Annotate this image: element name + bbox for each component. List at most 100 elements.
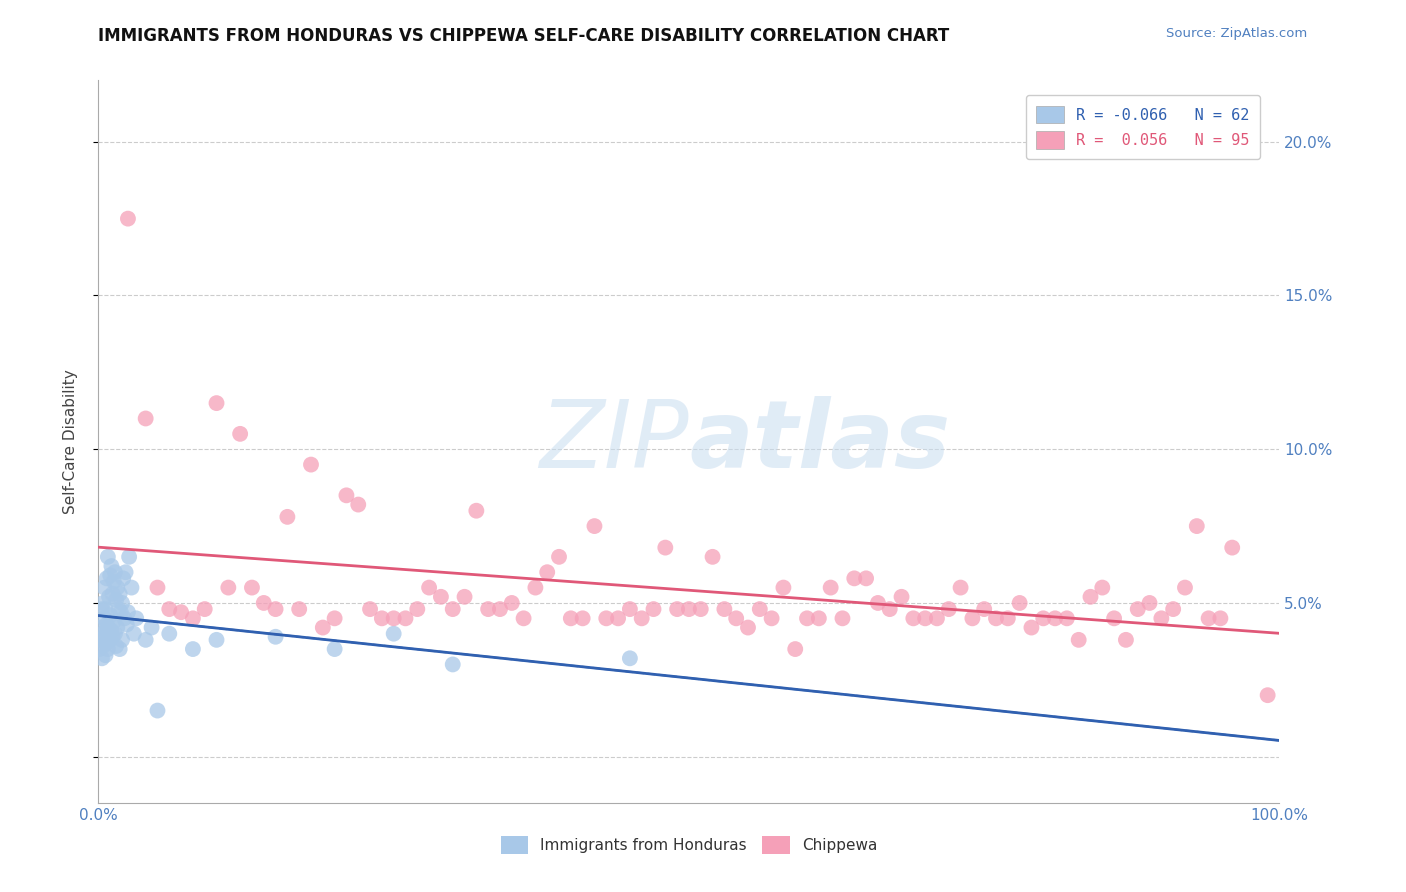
Point bbox=[101, 587, 124, 601]
Point bbox=[253, 596, 276, 610]
Point bbox=[1209, 611, 1232, 625]
Point bbox=[796, 611, 818, 625]
Point bbox=[205, 632, 228, 647]
Point bbox=[264, 602, 287, 616]
Point bbox=[1185, 519, 1208, 533]
Point bbox=[1161, 602, 1184, 616]
Point bbox=[323, 642, 346, 657]
Point bbox=[1174, 581, 1197, 595]
Point bbox=[105, 639, 128, 653]
Point bbox=[96, 617, 118, 632]
Point bbox=[157, 602, 180, 616]
Point bbox=[288, 602, 311, 616]
Point bbox=[108, 642, 131, 657]
Point bbox=[97, 621, 120, 635]
Point bbox=[323, 611, 346, 625]
Point bbox=[276, 509, 298, 524]
Point bbox=[1056, 611, 1078, 625]
Point bbox=[240, 581, 263, 595]
Point bbox=[737, 621, 759, 635]
Point bbox=[831, 611, 853, 625]
Point bbox=[713, 602, 735, 616]
Point bbox=[96, 636, 118, 650]
Point bbox=[465, 504, 488, 518]
Point bbox=[406, 602, 429, 616]
Point bbox=[111, 632, 134, 647]
Point bbox=[807, 611, 830, 625]
Point bbox=[619, 602, 641, 616]
Point bbox=[984, 611, 1007, 625]
Point bbox=[96, 571, 118, 585]
Point bbox=[844, 571, 866, 585]
Point bbox=[170, 605, 193, 619]
Point bbox=[583, 519, 606, 533]
Point bbox=[312, 621, 335, 635]
Point bbox=[595, 611, 617, 625]
Point bbox=[630, 611, 652, 625]
Point bbox=[453, 590, 475, 604]
Point bbox=[903, 611, 925, 625]
Point bbox=[114, 565, 136, 579]
Point bbox=[90, 632, 112, 647]
Point bbox=[938, 602, 960, 616]
Point bbox=[93, 611, 115, 625]
Point bbox=[112, 611, 135, 625]
Point bbox=[678, 602, 700, 616]
Point bbox=[100, 559, 122, 574]
Point bbox=[761, 611, 783, 625]
Point bbox=[105, 593, 128, 607]
Point bbox=[108, 587, 131, 601]
Point bbox=[91, 596, 114, 610]
Point bbox=[1257, 688, 1279, 702]
Point bbox=[702, 549, 724, 564]
Point bbox=[1032, 611, 1054, 625]
Point bbox=[93, 581, 115, 595]
Point bbox=[441, 657, 464, 672]
Point bbox=[146, 581, 169, 595]
Text: Source: ZipAtlas.com: Source: ZipAtlas.com bbox=[1167, 27, 1308, 40]
Point bbox=[89, 642, 111, 657]
Point bbox=[382, 626, 405, 640]
Point bbox=[997, 611, 1019, 625]
Point bbox=[98, 568, 121, 582]
Point bbox=[371, 611, 394, 625]
Point bbox=[619, 651, 641, 665]
Point bbox=[1150, 611, 1173, 625]
Point bbox=[157, 626, 180, 640]
Point bbox=[820, 581, 842, 595]
Point bbox=[890, 590, 912, 604]
Point bbox=[115, 617, 138, 632]
Point bbox=[217, 581, 239, 595]
Point bbox=[772, 581, 794, 595]
Point bbox=[430, 590, 453, 604]
Point bbox=[914, 611, 936, 625]
Point bbox=[104, 565, 127, 579]
Point bbox=[1008, 596, 1031, 610]
Point bbox=[1067, 632, 1090, 647]
Point bbox=[103, 615, 125, 629]
Point bbox=[104, 626, 127, 640]
Point bbox=[121, 581, 143, 595]
Point bbox=[973, 602, 995, 616]
Point bbox=[879, 602, 901, 616]
Point bbox=[94, 648, 117, 663]
Point bbox=[725, 611, 748, 625]
Point bbox=[98, 590, 121, 604]
Point bbox=[110, 605, 132, 619]
Text: atlas: atlas bbox=[689, 395, 950, 488]
Point bbox=[1198, 611, 1220, 625]
Point bbox=[264, 630, 287, 644]
Point bbox=[855, 571, 877, 585]
Point bbox=[111, 596, 134, 610]
Point bbox=[643, 602, 665, 616]
Point bbox=[194, 602, 217, 616]
Point bbox=[105, 621, 128, 635]
Point bbox=[1021, 621, 1043, 635]
Point bbox=[135, 632, 157, 647]
Point bbox=[181, 642, 204, 657]
Point bbox=[299, 458, 322, 472]
Point bbox=[524, 581, 547, 595]
Point bbox=[654, 541, 676, 555]
Point bbox=[98, 632, 121, 647]
Point bbox=[689, 602, 711, 616]
